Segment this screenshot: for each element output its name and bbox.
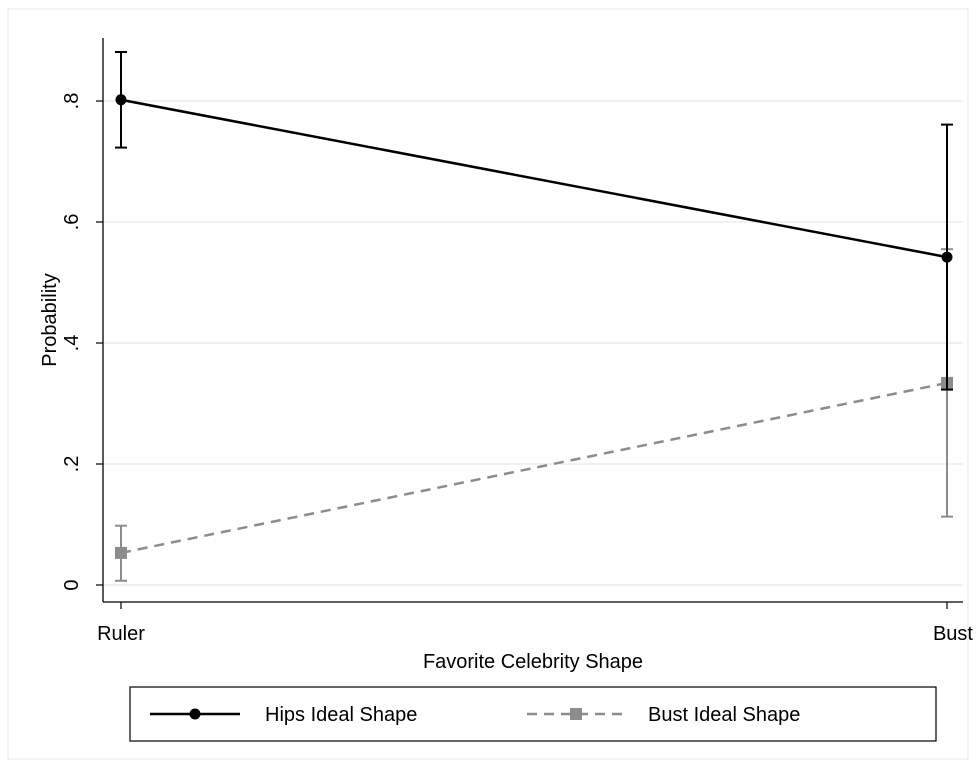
gridlines [104, 100, 963, 586]
series-layer [115, 50, 953, 582]
series-line [120, 98, 948, 259]
y-axis-label: Probability [39, 273, 61, 366]
legend-marker [570, 708, 582, 720]
data-point [941, 251, 953, 263]
x-axis-label: Favorite Celebrity Shape [423, 651, 643, 673]
y-tick-label: .2 [61, 456, 83, 473]
legend-marker [189, 708, 201, 720]
y-tick-label: .6 [61, 214, 83, 231]
x-axis-ticks: Ruler Bust [97, 602, 973, 645]
legend-item-1: Bust Ideal Shape [527, 704, 800, 726]
axes [102, 38, 963, 603]
legend-label: Hips Ideal Shape [265, 704, 417, 726]
y-tick-label: .4 [61, 335, 83, 352]
legend-item-0: Hips Ideal Shape [150, 704, 417, 726]
x-tick-label: Ruler [97, 623, 145, 645]
y-tick-label: .8 [61, 93, 83, 110]
data-point [115, 94, 127, 106]
figure-border [7, 8, 969, 760]
legend: Hips Ideal Shape Bust Ideal Shape [129, 686, 937, 742]
legend-label: Bust Ideal Shape [648, 704, 800, 726]
y-axis-ticks: 0 .2 .4 .6 .8 [61, 93, 103, 591]
data-point [115, 546, 127, 559]
x-tick-label: Bust [933, 623, 973, 645]
y-tick-label: 0 [61, 579, 83, 590]
series-line [120, 381, 948, 555]
series-0 [115, 50, 953, 391]
